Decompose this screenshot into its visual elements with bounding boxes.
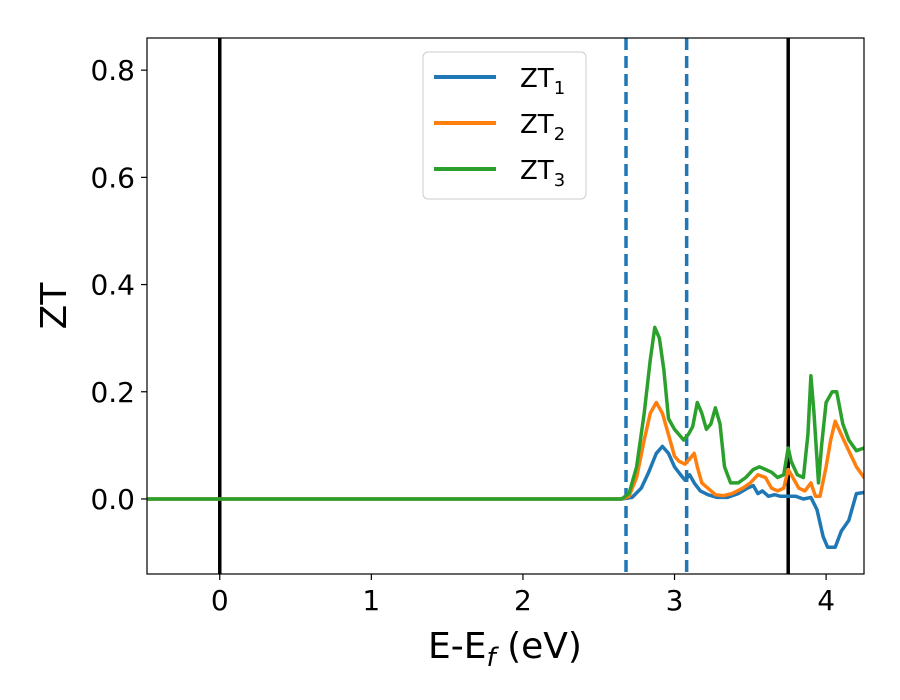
x-tick-label: 4 (817, 584, 835, 617)
y-tick-label: 0.8 (90, 54, 135, 87)
x-tick-label: 0 (211, 584, 229, 617)
plot-frame (146, 37, 865, 575)
y-axis: 0.0 0.2 0.4 0.6 0.8 (90, 54, 147, 516)
vertical-lines (218, 38, 790, 574)
series-line-zt3 (147, 325, 864, 501)
series-lines (147, 325, 864, 549)
series-line-zt1 (147, 444, 864, 549)
series-line-zt2 (147, 400, 864, 501)
x-axis: 0 1 2 3 4 (211, 574, 835, 617)
x-axis-title: E-Ef (eV) (428, 626, 582, 673)
legend-label-zt2: ZT2 (520, 110, 565, 145)
y-tick-label: 0.6 (90, 161, 135, 194)
legend-label-zt1: ZT1 (520, 64, 565, 99)
y-axis-title: ZT (34, 282, 75, 330)
legend-label-zt3: ZT3 (520, 156, 565, 191)
x-tick-label: 1 (362, 584, 380, 617)
x-tick-label: 3 (666, 584, 684, 617)
y-tick-label: 0.4 (90, 269, 135, 302)
legend: ZT1 ZT2 ZT3 (422, 51, 587, 200)
legend-box (422, 51, 587, 200)
x-tick-label: 2 (514, 584, 532, 617)
y-tick-label: 0.2 (90, 376, 135, 409)
y-tick-label: 0.0 (90, 483, 135, 516)
